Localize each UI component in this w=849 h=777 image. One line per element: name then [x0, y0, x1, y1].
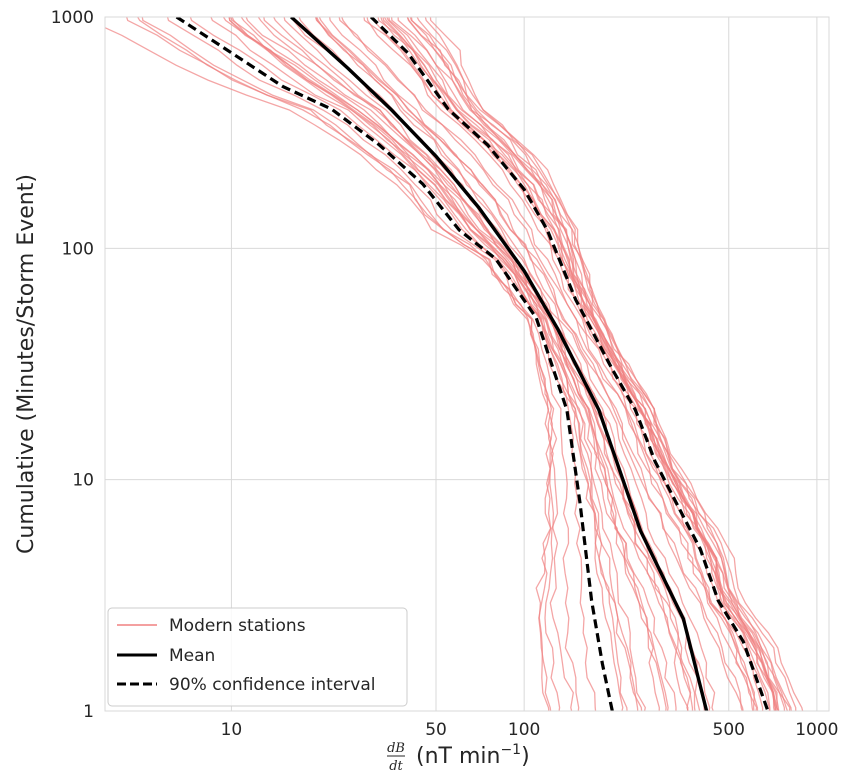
station-line: [222, 17, 643, 711]
y-tick-label: 1000: [51, 8, 94, 28]
x-tick-label: 10: [221, 720, 243, 740]
legend-label-mean: Mean: [169, 646, 215, 666]
station-line: [283, 17, 660, 711]
x-tick-labels: 10 50 100 500 1000: [221, 720, 839, 740]
station-line: [231, 17, 677, 711]
station-line: [257, 17, 696, 711]
legend-box: [107, 607, 408, 707]
x-label-fraction-denominator: dt: [389, 759, 403, 774]
x-tick-label: 50: [425, 720, 447, 740]
legend-label-stations: Modern stations: [169, 616, 306, 636]
station-line: [166, 17, 580, 711]
station-line: [318, 17, 743, 711]
x-tick-label: 1000: [795, 720, 838, 740]
series-layer: [105, 17, 804, 711]
mean-line: [290, 17, 709, 711]
station-line: [416, 17, 792, 711]
station-line: [229, 17, 628, 711]
station-line: [141, 17, 561, 711]
x-label-unit: (nT min−1): [416, 742, 530, 769]
station-line: [105, 26, 574, 711]
station-line: [409, 17, 777, 711]
station-line: [388, 17, 776, 711]
y-tick-label: 1: [83, 702, 94, 722]
legend-label-confidence: 90% confidence interval: [169, 675, 375, 695]
station-line: [366, 17, 756, 711]
y-tick-label: 10: [72, 471, 94, 491]
x-tick-label: 500: [713, 720, 745, 740]
station-line: [338, 17, 754, 711]
y-axis-label: Cumulative (Minutes/Storm Event): [14, 174, 39, 554]
legend: Modern stations Mean 90% confidence inte…: [107, 607, 408, 707]
y-tick-label: 100: [62, 239, 94, 259]
x-label-fraction-numerator: dB: [387, 741, 405, 756]
station-line: [363, 17, 789, 711]
station-line: [377, 17, 778, 711]
station-line: [210, 17, 597, 711]
x-tick-label: 100: [508, 720, 540, 740]
station-line: [125, 17, 552, 711]
plot-frame: [104, 16, 830, 712]
x-axis-label: dB dt (nT min−1): [387, 741, 530, 774]
station-line: [314, 17, 744, 711]
station-line: [424, 17, 791, 711]
y-tick-labels: 1 10 100 1000: [51, 8, 94, 722]
station-line: [228, 17, 624, 711]
confidence-interval-lower-line: [175, 17, 614, 711]
